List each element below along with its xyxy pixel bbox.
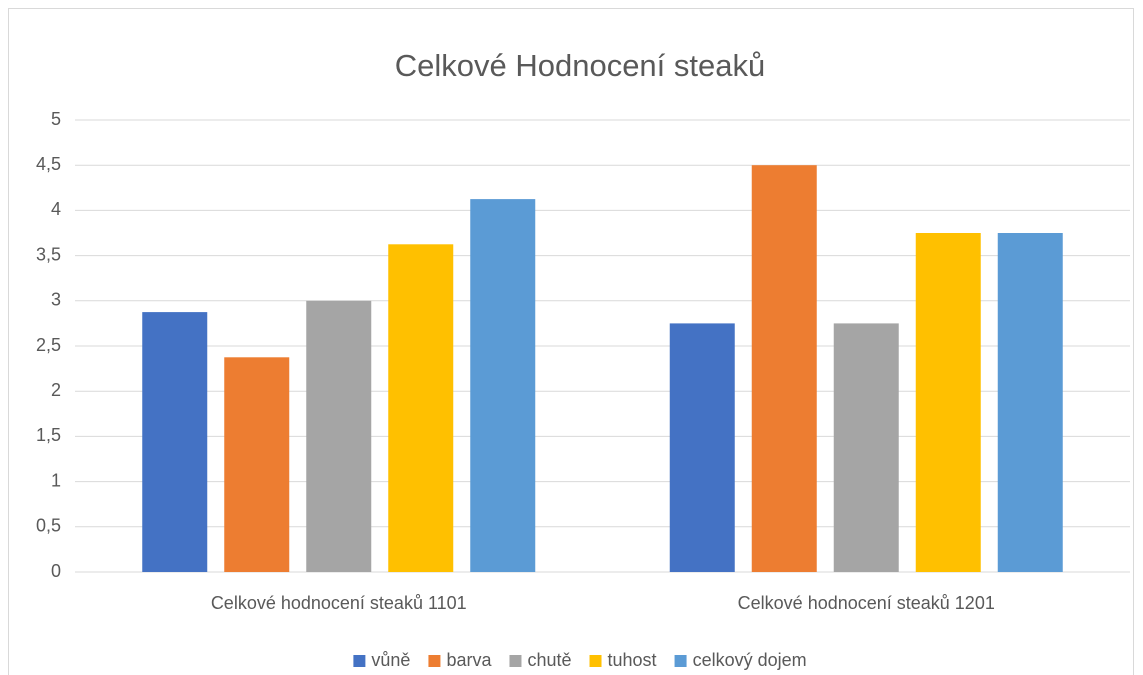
y-tick-label: 3,5 xyxy=(36,244,61,264)
legend-label: vůně xyxy=(371,650,410,670)
x-tick-label: Celkové hodnocení steaků 1101 xyxy=(211,593,467,613)
bar xyxy=(470,199,536,572)
legend-swatch xyxy=(674,655,687,667)
bar xyxy=(751,165,817,572)
y-tick-label: 0,5 xyxy=(36,516,61,536)
y-tick-label: 2 xyxy=(51,380,61,400)
y-tick-label: 5 xyxy=(51,109,61,129)
bar xyxy=(224,357,290,572)
legend-label: tuhost xyxy=(608,650,657,670)
chart-border xyxy=(8,8,1134,675)
bar xyxy=(997,233,1063,572)
bar xyxy=(388,244,454,573)
y-tick-label: 1 xyxy=(51,470,61,490)
legend-label: celkový dojem xyxy=(693,650,807,670)
legend-label: chutě xyxy=(527,650,571,670)
y-tick-label: 4 xyxy=(51,199,61,219)
legend-label: barva xyxy=(446,650,492,670)
bar xyxy=(915,233,981,572)
x-tick-label: Celkové hodnocení steaků 1201 xyxy=(738,593,995,613)
bar xyxy=(669,323,735,572)
bar xyxy=(833,323,899,572)
y-tick-label: 3 xyxy=(51,290,61,310)
y-tick-label: 2,5 xyxy=(36,335,61,355)
y-tick-label: 1,5 xyxy=(36,425,61,445)
bar xyxy=(142,312,208,572)
chart-title: Celkové Hodnocení steaků xyxy=(395,48,766,83)
y-tick-label: 4,5 xyxy=(36,154,61,174)
bar xyxy=(306,300,372,572)
legend-swatch xyxy=(428,655,441,667)
legend-swatch xyxy=(589,655,602,667)
legend-swatch xyxy=(353,655,366,667)
y-tick-label: 0 xyxy=(51,561,61,581)
legend-swatch xyxy=(509,655,522,667)
